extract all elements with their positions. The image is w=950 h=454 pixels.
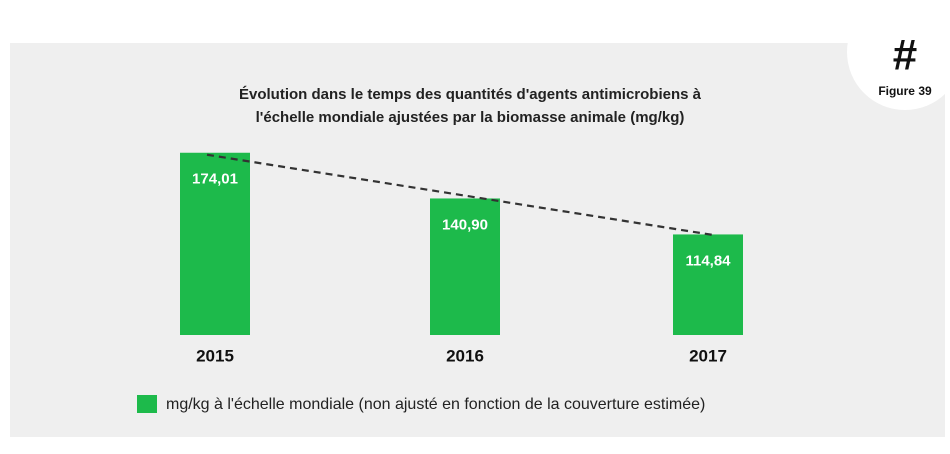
badge-label: Figure 39 xyxy=(878,84,932,98)
bar xyxy=(180,152,250,335)
x-tick-label: 2015 xyxy=(196,346,234,365)
data-label: 174,01 xyxy=(192,171,238,188)
bar xyxy=(430,198,500,335)
data-label: 114,84 xyxy=(685,252,731,269)
x-tick-label: 2017 xyxy=(689,346,727,365)
data-label: 140,90 xyxy=(442,216,488,233)
badge xyxy=(847,0,950,110)
legend-swatch xyxy=(137,395,157,413)
chart-title: l'échelle mondiale ajustées par la bioma… xyxy=(256,109,685,126)
chart-title: Évolution dans le temps des quantités d'… xyxy=(239,86,702,103)
legend-label: mg/kg à l'échelle mondiale (non ajusté e… xyxy=(166,396,705,413)
x-tick-label: 2016 xyxy=(446,346,484,365)
trend-line xyxy=(206,153,717,237)
bar xyxy=(673,234,743,335)
badge-symbol: # xyxy=(893,31,917,80)
